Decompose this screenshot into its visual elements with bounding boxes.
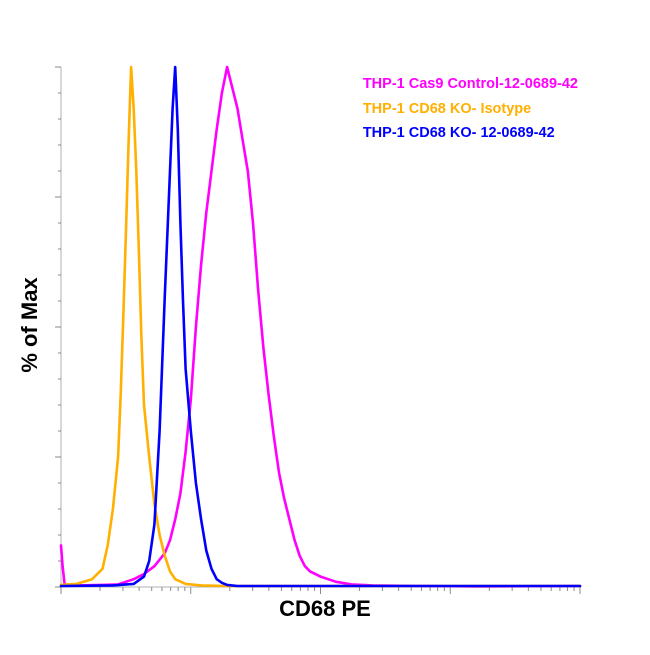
- x-axis-label: CD68 PE: [0, 596, 650, 622]
- legend-entry-cd68-ko-antibody: THP-1 CD68 KO- 12-0689-42: [362, 125, 555, 141]
- y-axis-label: % of Max: [17, 277, 42, 373]
- legend-entry-cas9-control: THP-1 Cas9 Control-12-0689-42: [362, 76, 578, 92]
- legend: THP-1 Cas9 Control-12-0689-42 THP-1 CD68…: [363, 72, 578, 146]
- series-line-cas9-control: [59, 65, 582, 588]
- series-line-cd68-ko-isotype: [59, 65, 582, 588]
- x-axis-label-text: CD68 PE: [279, 596, 371, 621]
- series-line-cd68-ko-antibody: [59, 65, 582, 588]
- legend-entry-cd68-ko-isotype: THP-1 CD68 KO- Isotype: [362, 100, 532, 117]
